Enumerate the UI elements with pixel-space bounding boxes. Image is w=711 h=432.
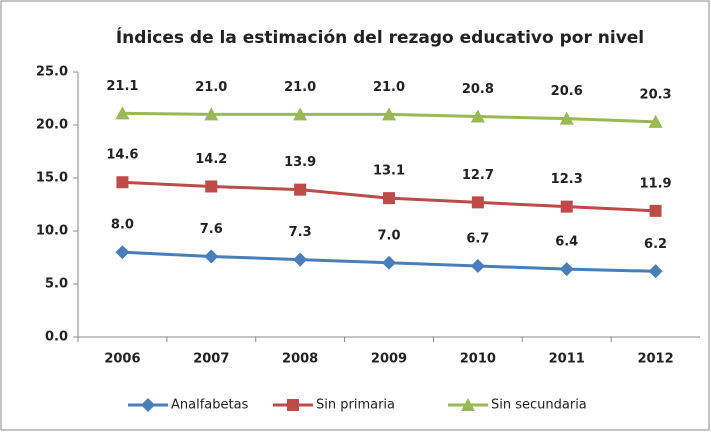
- data-label: 11.9: [640, 176, 672, 191]
- x-tick-label: 2007: [193, 352, 229, 367]
- x-tick-label: 2011: [549, 352, 585, 367]
- data-label: 6.2: [644, 237, 667, 252]
- data-label: 7.0: [377, 228, 400, 243]
- x-tick-label: 2006: [104, 352, 140, 367]
- point: [382, 107, 396, 121]
- x-tick-label: 2009: [371, 352, 407, 367]
- point: [205, 180, 218, 193]
- point: [471, 196, 484, 209]
- data-label: 13.1: [373, 164, 405, 179]
- data-label: 6.4: [555, 235, 578, 250]
- point: [559, 262, 574, 277]
- point: [559, 111, 574, 125]
- point: [648, 264, 663, 279]
- legend-marker: [461, 398, 475, 411]
- point: [383, 192, 395, 205]
- y-tick-label: 20.0: [36, 118, 68, 133]
- point: [204, 249, 219, 264]
- x-tick-label: 2012: [637, 352, 673, 367]
- y-tick-label: 5.0: [45, 277, 68, 292]
- data-label: 7.3: [289, 225, 312, 240]
- point: [382, 255, 396, 270]
- point: [115, 106, 130, 120]
- x-tick-label: 2010: [460, 352, 496, 367]
- legend-marker: [141, 398, 155, 412]
- data-label: 12.7: [462, 168, 494, 183]
- data-label: 13.9: [284, 155, 316, 170]
- point: [649, 204, 662, 217]
- legend-label: Analfabetas: [171, 398, 249, 413]
- data-label: 8.0: [111, 218, 134, 233]
- legend-label: Sin secundaria: [491, 398, 587, 413]
- data-label: 20.3: [640, 87, 672, 102]
- data-label: 21.0: [284, 80, 316, 95]
- point: [648, 114, 663, 128]
- legend-marker: [287, 399, 299, 411]
- data-label: 14.6: [106, 148, 138, 163]
- point: [470, 258, 485, 273]
- data-label: 7.6: [200, 222, 223, 237]
- point: [293, 252, 308, 267]
- y-tick-label: 25.0: [36, 65, 68, 80]
- legend-label: Sin primaria: [316, 398, 395, 413]
- point: [294, 183, 307, 196]
- data-label: 21.1: [106, 79, 138, 94]
- data-label: 21.0: [373, 80, 405, 95]
- x-tick-label: 2008: [282, 352, 318, 367]
- point: [470, 109, 485, 123]
- point: [204, 107, 219, 121]
- chart-title: Índices de la estimación del rezago educ…: [116, 26, 644, 48]
- y-tick-label: 10.0: [36, 224, 68, 239]
- y-tick-label: 15.0: [36, 171, 68, 186]
- data-label: 20.8: [462, 82, 494, 97]
- y-tick-label: 0.0: [45, 330, 68, 345]
- point: [560, 200, 573, 213]
- data-label: 12.3: [551, 172, 583, 187]
- data-label: 14.2: [195, 152, 227, 167]
- point: [115, 245, 130, 260]
- data-label: 20.6: [551, 84, 583, 99]
- point: [293, 107, 308, 121]
- point: [116, 176, 129, 189]
- data-label: 6.7: [466, 231, 489, 246]
- data-label: 21.0: [195, 80, 227, 95]
